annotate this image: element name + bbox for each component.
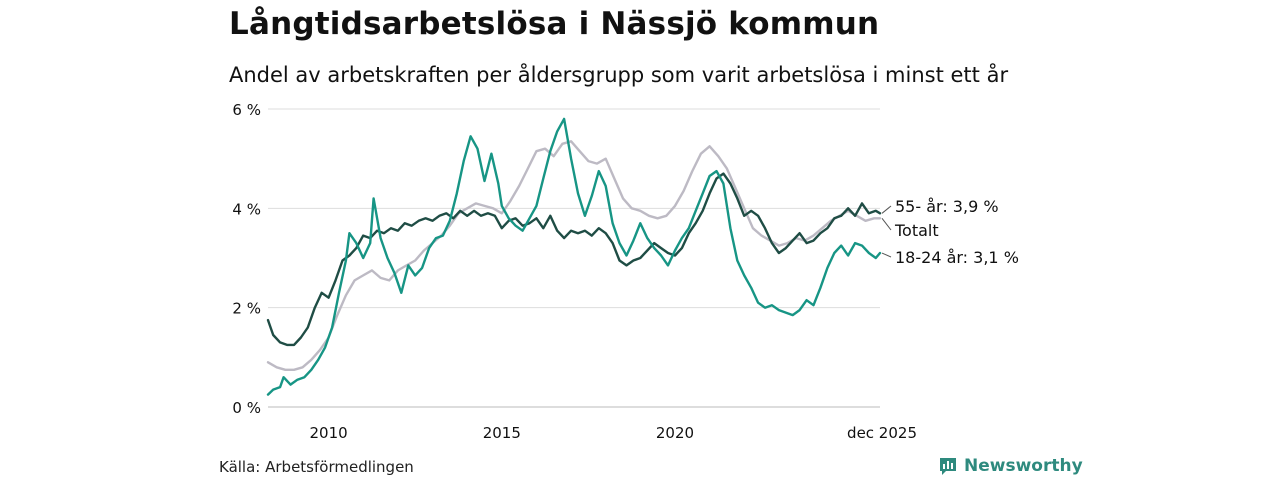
y-tick-label: 2 % (232, 300, 261, 318)
y-tick-label: 6 % (232, 101, 261, 119)
end-label-age55: 55- år: 3,9 % (895, 197, 999, 216)
y-tick-label: 4 % (232, 200, 261, 218)
series-line-age55 (266, 172, 882, 347)
series-line-total (266, 140, 882, 371)
bar-chart-icon (940, 458, 956, 475)
end-label-connector (881, 205, 892, 214)
brand-logo[interactable]: Newsworthy (938, 456, 1083, 476)
x-tick-label: dec 2025 (847, 424, 917, 442)
y-tick-label: 0 % (232, 399, 261, 417)
x-tick-label: 2015 (483, 424, 521, 442)
x-tick-label: 2020 (656, 424, 694, 442)
x-tick-label: 2010 (310, 424, 348, 442)
grid-layer (268, 108, 880, 408)
chart-subtitle: Andel av arbetskraften per åldersgrupp s… (229, 63, 1009, 87)
source-note: Källa: Arbetsförmedlingen (219, 458, 414, 476)
line-layer (266, 117, 882, 396)
end-label-connector (881, 252, 892, 258)
chart-title: Långtidsarbetslösa i Nässjö kommun (229, 6, 880, 42)
end-label-age18_24: 18-24 år: 3,1 % (895, 248, 1019, 267)
series-line-age18_24 (266, 117, 882, 396)
end-label-connector (881, 217, 892, 231)
end-label-total: Totalt (894, 221, 939, 240)
brand-name: Newsworthy (964, 456, 1083, 476)
label-layer: 0 % 2 % 4 % 6 % 2010 2015 2020 dec 2025 Totalt 55… (232, 101, 1018, 442)
